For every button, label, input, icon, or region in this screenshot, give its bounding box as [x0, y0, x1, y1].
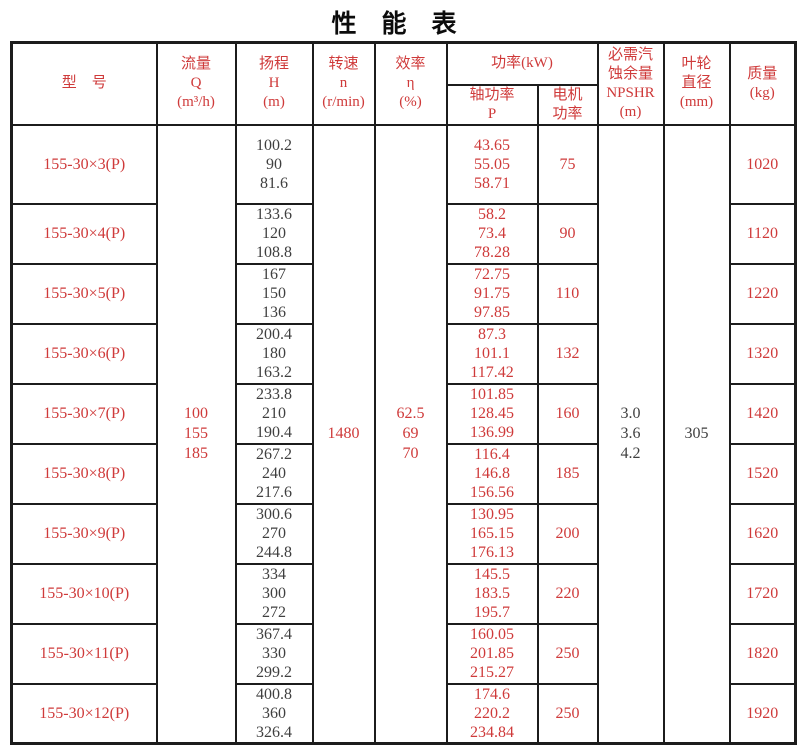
- impeller-cell: 305: [662, 123, 731, 745]
- head-cell: 300.6 270 244.8: [234, 502, 314, 565]
- table-row: 155-30×12(P) 400.8 360 326.4 174.6 220.2 2…: [10, 682, 797, 745]
- model-cell: 155-30×9(P): [10, 502, 158, 565]
- header-row-sub: 轴功率 P 电机 功率: [12, 83, 796, 126]
- mass-cell: 1920: [728, 682, 797, 745]
- mass-cell: 1320: [728, 322, 797, 385]
- mass-cell: 1020: [728, 123, 797, 205]
- table-row: 155-30×11(P) 367.4 330 299.2 160.05 201.85…: [10, 622, 797, 685]
- table-row: 155-30×5(P) 167 150 136 72.75 91.75 97.85 1…: [10, 262, 797, 325]
- model-cell: 155-30×12(P): [10, 682, 158, 745]
- shaft-power-cell: 174.6 220.2 234.84: [445, 682, 539, 745]
- motor-power-cell: 132: [536, 322, 599, 385]
- header-power-group: 功率(kW): [445, 41, 599, 86]
- header-row-top: 型 号 流量 Q (m³/h) 扬程 H (m) 转速 n (r/min) 效率…: [10, 41, 797, 126]
- motor-power-cell: 250: [536, 682, 599, 745]
- header-speed: 转速 n (r/min): [311, 41, 376, 126]
- speed-cell: 1480: [311, 123, 376, 745]
- model-cell: 155-30×7(P): [10, 382, 158, 445]
- head-cell: 200.4 180 163.2: [234, 322, 314, 385]
- motor-power-cell: 90: [536, 202, 599, 265]
- motor-power-cell: 250: [536, 622, 599, 685]
- page-title: 性 能 表: [331, 11, 457, 38]
- head-cell: 233.8 210 190.4: [234, 382, 314, 445]
- model-cell: 155-30×4(P): [10, 202, 158, 265]
- model-cell: 155-30×3(P): [10, 123, 158, 205]
- table-row: 155-30×6(P) 200.4 180 163.2 87.3 101.1 117…: [10, 322, 797, 385]
- head-cell: 167 150 136: [234, 262, 314, 325]
- table-body: 155-30×3(P) 100 155 185 100.2 90 81.6 1480 6…: [10, 123, 797, 745]
- head-cell: 334 300 272: [234, 562, 314, 625]
- table-header: 型 号 流量 Q (m³/h) 扬程 H (m) 转速 n (r/min) 效率…: [10, 41, 797, 126]
- model-cell: 155-30×10(P): [10, 562, 158, 625]
- motor-power-cell: 75: [536, 123, 599, 205]
- motor-power-cell: 160: [536, 382, 599, 445]
- table-row: 155-30×7(P) 233.8 210 190.4 101.85 128.45 …: [10, 382, 797, 445]
- table-row: 155-30×10(P) 334 300 272 145.5 183.5 195.7…: [10, 562, 797, 625]
- shaft-power-cell: 58.2 73.4 78.28: [445, 202, 539, 265]
- mass-cell: 1820: [728, 622, 797, 685]
- model-cell: 155-30×8(P): [10, 442, 158, 505]
- shaft-power-cell: 72.75 91.75 97.85: [445, 262, 539, 325]
- table-row: 155-30×3(P) 100 155 185 100.2 90 81.6 1480 6…: [10, 123, 797, 745]
- head-cell: 267.2 240 217.6: [234, 442, 314, 505]
- head-cell: 367.4 330 299.2: [234, 622, 314, 685]
- shaft-power-cell: 145.5 183.5 195.7: [445, 562, 539, 625]
- head-cell: 100.2 90 81.6: [234, 123, 314, 205]
- shaft-power-cell: 160.05 201.85 215.27: [445, 622, 539, 685]
- motor-power-cell: 200: [536, 502, 599, 565]
- shaft-power-cell: 116.4 146.8 156.56: [445, 442, 539, 505]
- table-row: 155-30×8(P) 267.2 240 217.6 116.4 146.8 15…: [10, 442, 797, 505]
- table-row: 155-30×9(P) 300.6 270 244.8 130.95 165.15 …: [10, 502, 797, 565]
- header-npshr: 必需汽 蚀余量 NPSHR (m): [596, 41, 665, 126]
- motor-power-cell: 110: [536, 262, 599, 325]
- header-shaft-power: 轴功率 P: [445, 83, 539, 126]
- header-head: 扬程 H (m): [234, 41, 314, 126]
- model-cell: 155-30×5(P): [10, 262, 158, 325]
- model-cell: 155-30×11(P): [10, 622, 158, 685]
- head-cell: 133.6 120 108.8: [234, 202, 314, 265]
- flow-cell: 100 155 185: [155, 123, 237, 745]
- mass-cell: 1520: [728, 442, 797, 505]
- motor-power-cell: 220: [536, 562, 599, 625]
- motor-power-cell: 185: [536, 442, 599, 505]
- shaft-power-cell: 87.3 101.1 117.42: [445, 322, 539, 385]
- shaft-power-cell: 43.65 55.05 58.71: [445, 123, 539, 205]
- mass-cell: 1720: [728, 562, 797, 625]
- header-model: 型 号: [10, 41, 158, 126]
- performance-table: 型 号 流量 Q (m³/h) 扬程 H (m) 转速 n (r/min) 效率…: [10, 41, 797, 745]
- mass-cell: 1620: [728, 502, 797, 565]
- mass-cell: 1120: [728, 202, 797, 265]
- table-row: 155-30×4(P) 133.6 120 108.8 58.2 73.4 78.2…: [10, 202, 797, 265]
- mass-cell: 1220: [728, 262, 797, 325]
- shaft-power-cell: 101.85 128.45 136.99: [445, 382, 539, 445]
- header-flow: 流量 Q (m³/h): [155, 41, 237, 126]
- header-mass: 质量 (kg): [728, 41, 797, 126]
- mass-cell: 1420: [728, 382, 797, 445]
- header-impeller: 叶轮 直径 (mm): [662, 41, 731, 126]
- header-efficiency: 效率 η (%): [373, 41, 448, 126]
- npshr-cell: 3.0 3.6 4.2: [596, 123, 665, 745]
- header-motor-power: 电机 功率: [536, 83, 599, 126]
- shaft-power-cell: 130.95 165.15 176.13: [445, 502, 539, 565]
- efficiency-cell: 62.5 69 70: [373, 123, 448, 745]
- head-cell: 400.8 360 326.4: [234, 682, 314, 745]
- model-cell: 155-30×6(P): [10, 322, 158, 385]
